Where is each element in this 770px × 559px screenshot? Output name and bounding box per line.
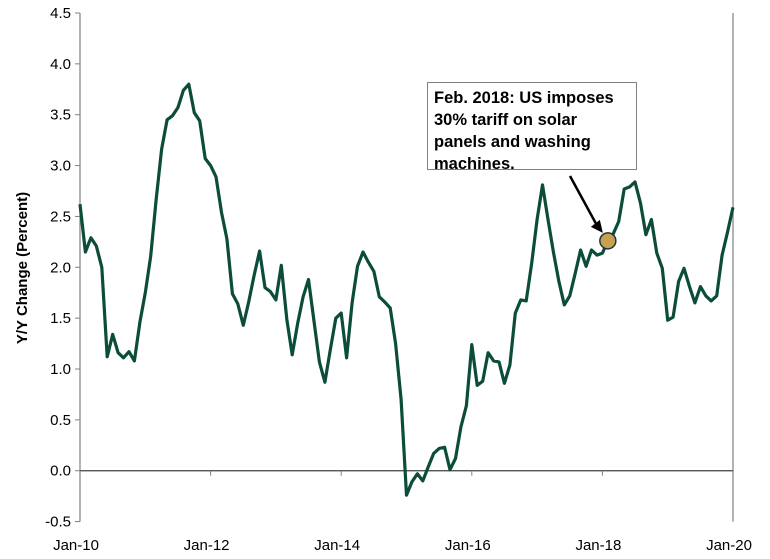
annotation-arrow-shaft <box>568 175 600 230</box>
highlight-point-marker <box>599 232 617 250</box>
annotation-line: 30% tariff on solar <box>434 111 578 129</box>
annotation-line: panels and washing <box>434 133 591 151</box>
y-tick-label: 4.5 <box>50 5 71 22</box>
y-tick-label: 2.0 <box>50 259 71 276</box>
y-tick-label: 0.0 <box>50 463 71 480</box>
y-tick-label: 4.0 <box>50 56 71 73</box>
y-tick-label: 2.5 <box>50 208 71 225</box>
x-tick-label: Jan-12 <box>184 537 230 554</box>
x-tick-label: Jan-18 <box>575 537 621 554</box>
y-tick-label: -0.5 <box>45 514 71 531</box>
y-tick-label: 3.0 <box>50 158 71 175</box>
x-tick-label: Jan-10 <box>53 537 99 554</box>
series-line <box>78 82 735 497</box>
x-tick-label: Jan-14 <box>314 537 360 554</box>
annotation-line: Feb. 2018: US imposes <box>434 89 614 107</box>
annotation-box: Feb. 2018: US imposes 30% tariff on sola… <box>427 82 637 173</box>
x-tick-label: Jan-20 <box>706 537 752 554</box>
y-axis-label: Y/Y Change (Percent) <box>14 192 31 344</box>
annotation-arrow-head-icon <box>590 219 603 233</box>
y-tick-label: 3.5 <box>50 107 71 124</box>
y-tick-label: 1.0 <box>50 361 71 378</box>
x-tick-label: Jan-16 <box>445 537 491 554</box>
y-tick-label: 1.5 <box>50 310 71 327</box>
y-tick-label: 0.5 <box>50 412 71 429</box>
annotation-line: machines. <box>434 155 515 173</box>
